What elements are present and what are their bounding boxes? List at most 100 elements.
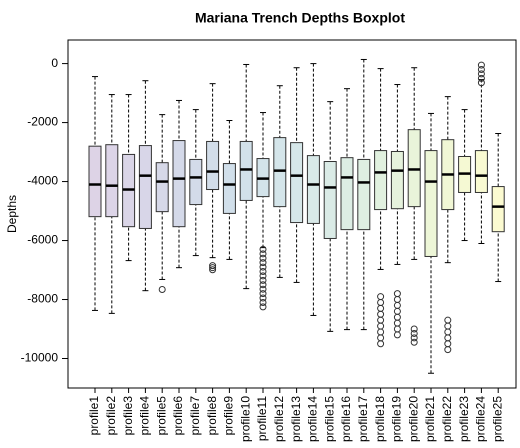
outlier	[393, 331, 401, 339]
x-tick-label: profile5	[154, 396, 168, 436]
x-tick-label: profile22	[440, 396, 454, 442]
outlier	[477, 70, 485, 78]
plot-frame	[67, 39, 517, 389]
outlier	[209, 264, 217, 272]
box	[323, 161, 337, 239]
outlier	[393, 301, 401, 309]
box	[239, 140, 253, 201]
box	[491, 186, 505, 233]
outlier	[259, 294, 267, 302]
outlier	[393, 319, 401, 327]
x-tick-label: profile3	[121, 396, 135, 436]
box	[88, 145, 102, 218]
x-tick-label: profile17	[356, 396, 370, 442]
box	[189, 158, 203, 206]
outlier	[410, 329, 418, 337]
y-tick-label: -6000	[27, 233, 58, 247]
y-tick-label: -4000	[27, 174, 58, 188]
x-tick-label: profile16	[339, 396, 353, 442]
outlier	[259, 298, 267, 306]
box	[357, 158, 371, 231]
box	[374, 150, 388, 211]
box	[474, 150, 488, 193]
outlier	[444, 322, 452, 330]
x-tick-label: profile10	[238, 396, 252, 442]
outlier	[410, 338, 418, 346]
x-tick-label: profile19	[390, 396, 404, 442]
box	[390, 150, 404, 210]
outlier	[393, 296, 401, 304]
x-tick-label: profile2	[104, 396, 118, 436]
x-tick-label: profile9	[222, 396, 236, 436]
outlier	[477, 79, 485, 87]
outlier	[259, 254, 267, 262]
outlier	[259, 245, 267, 253]
box	[105, 144, 119, 218]
outlier	[410, 334, 418, 342]
outlier	[444, 334, 452, 342]
box	[273, 137, 287, 208]
outlier	[444, 346, 452, 354]
outlier	[444, 316, 452, 324]
outlier	[393, 290, 401, 298]
y-tick-label: -10000	[21, 351, 59, 365]
outlier	[377, 316, 385, 324]
x-tick-label: profile14	[306, 396, 320, 442]
chart-title: Mariana Trench Depths Boxplot	[195, 10, 405, 26]
x-tick-label: profile25	[490, 396, 504, 442]
outlier	[377, 293, 385, 301]
box	[155, 162, 169, 213]
outlier	[377, 340, 385, 348]
outlier	[209, 262, 217, 270]
y-tick-label: -2000	[27, 115, 58, 129]
x-tick-label: profile7	[188, 396, 202, 436]
outlier	[477, 74, 485, 82]
outlier	[209, 266, 217, 274]
outlier	[444, 340, 452, 348]
outlier	[377, 298, 385, 306]
box	[306, 155, 320, 224]
x-tick-label: profile11	[255, 396, 269, 441]
x-tick-label: profile13	[289, 396, 303, 442]
outlier	[410, 325, 418, 333]
x-tick-label: profile23	[457, 396, 471, 442]
x-tick-label: profile1	[87, 396, 101, 436]
box	[222, 163, 236, 214]
outlier	[444, 328, 452, 336]
outlier	[477, 65, 485, 73]
outlier	[259, 303, 267, 311]
y-tick-label: -8000	[27, 292, 58, 306]
outlier	[259, 268, 267, 276]
x-tick-label: profile6	[171, 396, 185, 436]
x-tick-label: profile21	[423, 396, 437, 442]
x-tick-label: profile15	[322, 396, 336, 442]
box	[206, 140, 220, 191]
outlier	[259, 259, 267, 267]
x-tick-label: profile20	[406, 396, 420, 442]
box	[172, 140, 186, 228]
outlier	[259, 281, 267, 289]
outlier	[259, 250, 267, 258]
x-tick-label: profile18	[373, 396, 387, 442]
outlier	[259, 276, 267, 284]
outlier	[377, 310, 385, 318]
outlier	[477, 61, 485, 69]
outlier	[377, 322, 385, 330]
y-tick-label: 0	[51, 56, 58, 70]
box	[290, 142, 304, 224]
box	[340, 157, 354, 231]
box	[407, 129, 421, 208]
outlier	[393, 325, 401, 333]
x-tick-label: profile12	[272, 396, 286, 442]
outlier	[377, 328, 385, 336]
x-tick-label: profile4	[138, 396, 152, 436]
x-tick-label: profile24	[474, 396, 488, 442]
outlier	[259, 263, 267, 271]
x-tick-label: profile8	[205, 396, 219, 436]
outlier	[393, 307, 401, 315]
outlier	[377, 304, 385, 312]
box	[138, 145, 152, 229]
outlier	[259, 272, 267, 280]
outlier	[393, 313, 401, 321]
